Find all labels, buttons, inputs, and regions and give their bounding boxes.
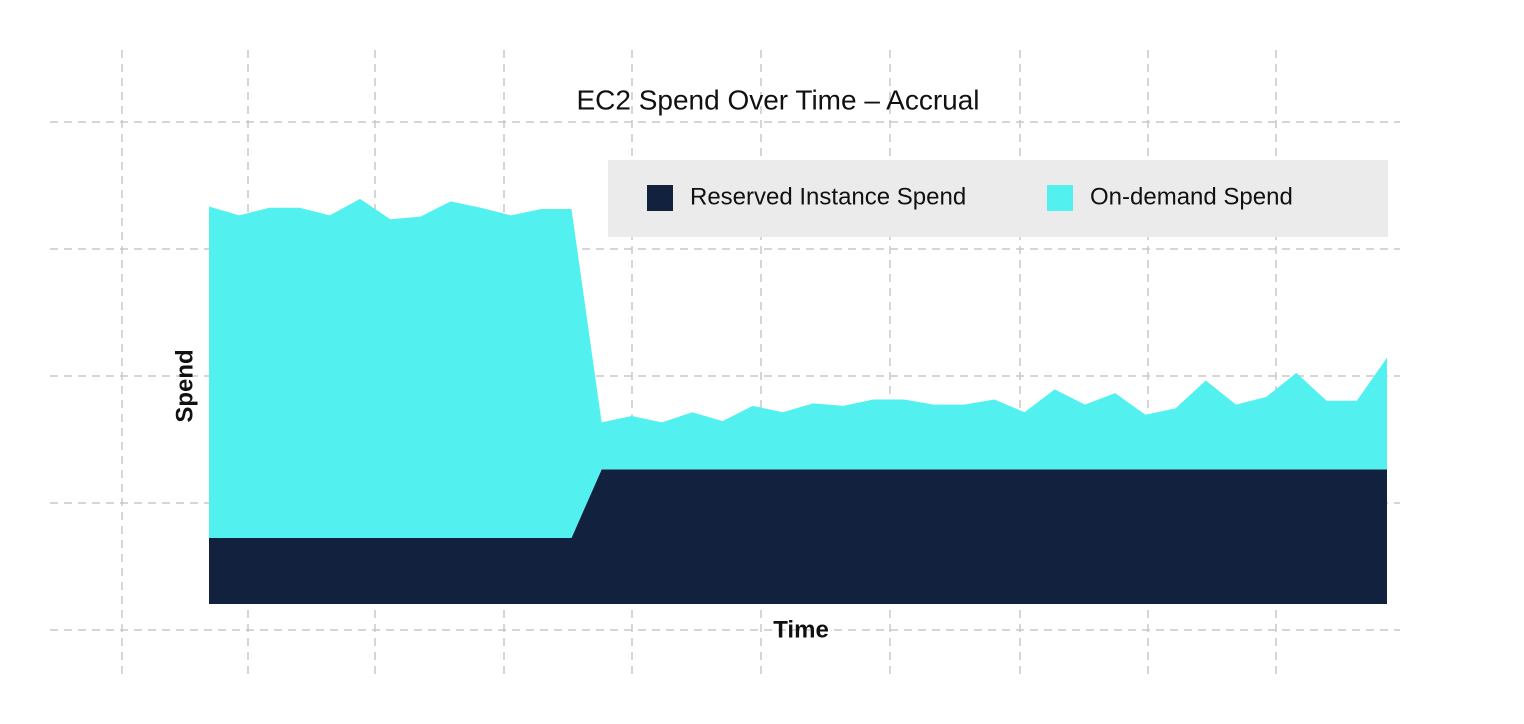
legend-label: Reserved Instance Spend	[690, 183, 966, 210]
area	[209, 198, 1387, 538]
area	[209, 469, 1387, 604]
y-axis-label: Spend	[171, 349, 198, 422]
legend-label: On-demand Spend	[1090, 183, 1293, 210]
plot-area	[209, 198, 1387, 604]
x-axis-label: Time	[773, 616, 829, 643]
legend: Reserved Instance Spend On-demand Spend	[647, 183, 1293, 211]
chart-title: EC2 Spend Over Time – Accrual	[576, 84, 979, 115]
legend-swatch	[1047, 185, 1073, 211]
legend-box	[608, 160, 1388, 237]
legend-swatch	[647, 185, 673, 211]
